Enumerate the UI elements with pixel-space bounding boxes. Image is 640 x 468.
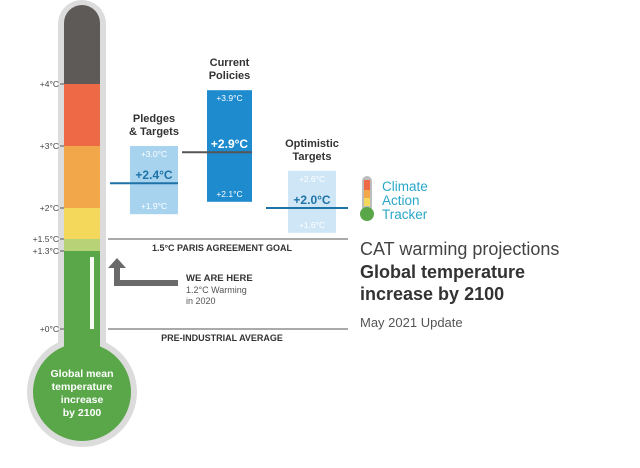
bulb-label: Global mean temperature increase by 2100 bbox=[50, 368, 113, 419]
tick-label-2: +2°C bbox=[40, 203, 59, 213]
scenario-box-2 bbox=[288, 170, 336, 233]
logo-line-1: Climate bbox=[382, 179, 428, 194]
scenario-box-1 bbox=[207, 90, 252, 202]
bulb-label-line-1: Global mean bbox=[50, 368, 113, 380]
heading-title: CAT warming projections bbox=[360, 239, 559, 259]
scenario-high-label-0: +3.0°C bbox=[141, 149, 167, 159]
thermometer-band-3 bbox=[64, 208, 100, 239]
y-axis-ticks: +4°C +3°C +2°C +1.5°C +1.3°C +0°C bbox=[33, 79, 64, 334]
scenario-title-1-0: Current bbox=[210, 57, 250, 69]
scenario-title-2-0: Optimistic bbox=[285, 138, 339, 150]
heading-subtitle-2: increase by 2100 bbox=[360, 284, 504, 304]
scenario-low-label-0: +1.9°C bbox=[141, 201, 167, 211]
logo-line-3: Tracker bbox=[382, 207, 428, 222]
heading: CAT warming projections Global temperatu… bbox=[360, 239, 559, 330]
tick-label-5: +0°C bbox=[40, 324, 59, 334]
we-are-here-arrow bbox=[108, 258, 178, 286]
thermometer-bulb bbox=[33, 343, 131, 441]
scenario-title-2-1: Targets bbox=[293, 151, 332, 163]
cat-logo: Climate Action Tracker bbox=[360, 176, 428, 222]
scenario-ranges: +3.0°C +1.9°C +2.4°C Pledges& Targets +3.9°C… bbox=[110, 57, 348, 233]
we-are-here-sub-1: 1.2°C Warming bbox=[186, 285, 247, 295]
bulb-label-line-4: by 2100 bbox=[63, 407, 102, 419]
thermometer: Global mean temperature increase by 2100 bbox=[27, 0, 137, 447]
reference-lines: 1.5°C PARIS AGREEMENT GOAL PRE-INDUSTRIAL… bbox=[108, 238, 348, 343]
logo-thermometer-yellow bbox=[364, 198, 370, 206]
thermometer-bands bbox=[64, 5, 100, 365]
thermometer-band-2 bbox=[64, 146, 100, 208]
thermometer-band-4 bbox=[64, 239, 100, 251]
scenario-high-label-2: +2.6°C bbox=[299, 174, 325, 184]
thermometer-band-0 bbox=[64, 5, 100, 84]
current-warming-level bbox=[90, 257, 94, 329]
thermometer-band-1 bbox=[64, 84, 100, 146]
bulb-label-line-3: increase bbox=[61, 394, 104, 406]
scenario-title-0-1: & Targets bbox=[129, 126, 179, 138]
tick-label-3: +1.5°C bbox=[33, 234, 59, 244]
logo-thermometer-red bbox=[364, 180, 370, 190]
bulb-label-line-2: temperature bbox=[52, 381, 113, 393]
tick-label-4: +1.3°C bbox=[33, 246, 59, 256]
tick-label-1: +3°C bbox=[40, 141, 59, 151]
logo-thermometer-bulb bbox=[360, 207, 374, 221]
heading-subtitle-1: Global temperature bbox=[360, 262, 525, 282]
scenario-mid-label-2: +2.0°C bbox=[293, 193, 330, 207]
we-are-here-sub-2: in 2020 bbox=[186, 296, 216, 306]
scenario-high-label-1: +3.9°C bbox=[216, 93, 242, 103]
scenario-mid-label-0: +2.4°C bbox=[135, 168, 172, 182]
heading-date: May 2021 Update bbox=[360, 315, 463, 330]
scenario-mid-label-1: +2.9°C bbox=[211, 137, 248, 151]
reference-label-1: PRE-INDUSTRIAL AVERAGE bbox=[161, 333, 283, 343]
we-are-here-marker: WE ARE HERE 1.2°C Warming in 2020 bbox=[108, 258, 253, 306]
scenario-low-label-2: +1.6°C bbox=[299, 220, 325, 230]
logo-line-2: Action bbox=[382, 193, 420, 208]
scenario-title-0-0: Pledges bbox=[133, 113, 175, 125]
scenario-low-label-1: +2.1°C bbox=[216, 189, 242, 199]
scenario-title-1-1: Policies bbox=[209, 70, 251, 82]
reference-label-0: 1.5°C PARIS AGREEMENT GOAL bbox=[152, 243, 293, 253]
scenario-box-0 bbox=[130, 146, 178, 215]
we-are-here-title: WE ARE HERE bbox=[186, 273, 253, 284]
tick-label-0: +4°C bbox=[40, 79, 59, 89]
logo-thermometer-orange bbox=[364, 190, 370, 198]
